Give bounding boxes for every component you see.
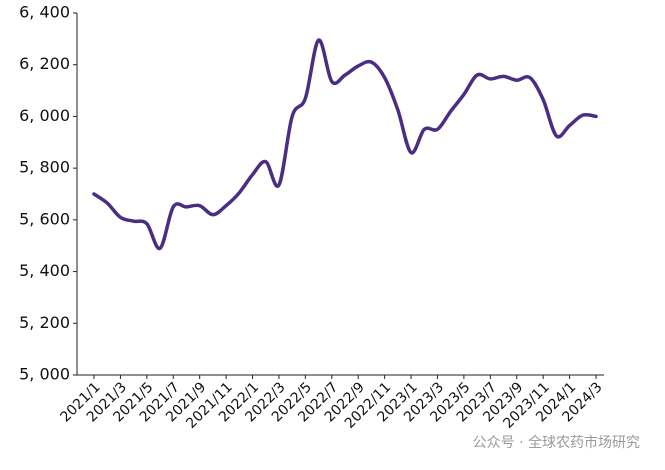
watermark: 公众号 · 全球农药市场研究 [473,434,640,451]
y-tick-label: 5, 000 [19,365,70,384]
line [92,38,598,251]
y-tick-label: 5, 800 [19,158,70,177]
y-tick-label: 5, 200 [19,313,70,332]
y-tick-label: 6, 200 [19,54,70,73]
y-tick-label: 6, 400 [19,3,70,22]
y-tick-label: 6, 000 [19,106,70,125]
y-tick-label: 5, 600 [19,209,70,228]
y-tick-label: 5, 400 [19,261,70,280]
